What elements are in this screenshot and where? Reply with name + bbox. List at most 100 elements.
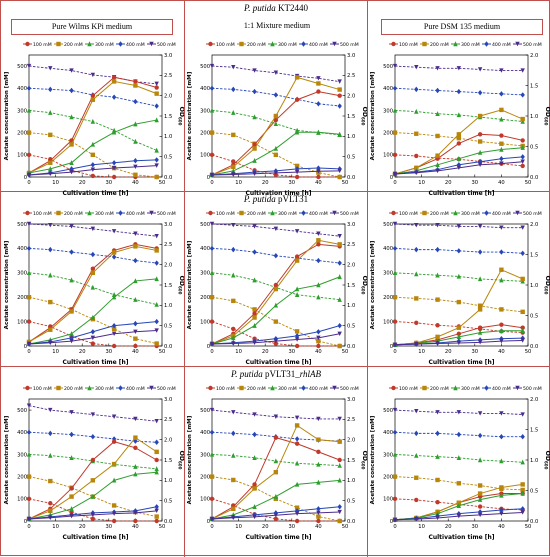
x-tick-label: 0	[393, 180, 396, 186]
od-point	[133, 158, 137, 163]
y-tick-label: 500	[17, 222, 27, 228]
acetate-point	[27, 295, 31, 299]
acetate-point	[414, 321, 418, 325]
acetate-point	[337, 417, 341, 421]
acetate-point	[414, 109, 418, 114]
acetate-point	[414, 476, 418, 480]
y2-tick-label: 1.0	[164, 303, 172, 309]
legend-label: 300 mM	[95, 386, 114, 392]
od-point	[69, 142, 73, 146]
acetate-point	[91, 341, 95, 345]
acetate-point	[231, 299, 235, 303]
x-tick-label: 30	[288, 180, 295, 186]
y2-tick-label: 2.0	[530, 222, 538, 228]
y-tick-label: 400	[17, 430, 27, 436]
acetate-series-4	[27, 430, 159, 445]
x-axis-label: Cultivation time [h]	[62, 534, 128, 541]
y2-tick-label: 2.5	[164, 242, 172, 248]
od-point	[112, 462, 116, 466]
acetate-point	[91, 434, 95, 439]
acetate-point	[295, 436, 299, 441]
acetate-point	[478, 411, 482, 415]
legend-marker	[118, 385, 122, 390]
od-point	[154, 91, 158, 95]
y-tick-label: 100	[17, 497, 27, 503]
od-point	[295, 423, 299, 427]
acetate-point	[274, 153, 278, 157]
od-point	[112, 160, 116, 165]
acetate-point	[295, 344, 299, 348]
acetate-series-4	[27, 246, 159, 266]
acetate-series-2	[393, 474, 525, 492]
acetate-point	[231, 478, 235, 482]
acetate-point	[231, 133, 235, 137]
od-point	[133, 244, 137, 248]
od-point	[520, 154, 524, 159]
y-tick-label: 100	[200, 319, 210, 325]
acetate-point	[27, 246, 31, 251]
od-point	[274, 287, 278, 291]
y-tick-label: 100	[200, 497, 210, 503]
acetate-point	[210, 497, 214, 501]
y2-tick-label: 1.5	[347, 283, 355, 289]
x-axis-label: Cultivation time [h]	[245, 190, 311, 197]
acetate-point	[210, 430, 214, 435]
od-point	[274, 146, 278, 151]
acetate-point	[27, 130, 31, 134]
legend-marker	[56, 42, 60, 46]
y2-tick-label: 0.0	[530, 519, 538, 525]
x-tick-label: 30	[471, 349, 478, 355]
y-axis-label: Acetate concentration [mM]	[187, 240, 193, 329]
od-point	[274, 494, 278, 499]
acetate-series-5	[393, 408, 525, 417]
od-point	[316, 242, 320, 246]
y-tick-label: 500	[17, 64, 27, 70]
legend-label: 100 mM	[33, 42, 52, 48]
legend-marker	[239, 42, 243, 46]
legend-label: 400 mM	[309, 42, 328, 48]
acetate-point	[91, 517, 95, 521]
y-tick-label: 200	[383, 474, 393, 480]
acetate-point	[69, 432, 73, 437]
od-point	[154, 319, 158, 324]
od-point	[91, 267, 95, 271]
od-point	[499, 108, 503, 112]
y-tick-label: 200	[200, 130, 210, 136]
y2-tick-label: 1.5	[347, 114, 355, 120]
acetate-point	[414, 247, 418, 252]
y2-tick-label: 2.5	[347, 242, 355, 248]
y2-tick-label: 1.5	[347, 458, 355, 464]
x-tick-label: 10	[52, 180, 59, 186]
acetate-point	[154, 260, 158, 265]
y2-tick-label: 0.5	[164, 323, 172, 329]
acetate-point	[478, 67, 482, 71]
y2-tick-label: 2.5	[164, 417, 172, 423]
od-series-2	[27, 435, 159, 521]
acetate-point	[210, 474, 214, 478]
legend-marker	[422, 386, 426, 390]
od-point	[231, 507, 235, 511]
acetate-point	[435, 478, 439, 482]
legend-label: 500 mM	[157, 42, 176, 48]
y-axis-label: Acetate concentration [mM]	[187, 415, 193, 504]
legend-marker	[301, 385, 305, 390]
x-tick-label: 40	[315, 180, 322, 186]
acetate-point	[112, 519, 116, 523]
x-tick-label: 20	[262, 349, 269, 355]
x-tick-label: 20	[79, 349, 86, 355]
acetate-point	[435, 297, 439, 301]
acetate-point	[457, 136, 461, 140]
x-tick-label: 20	[262, 524, 269, 530]
y-axis-label: Acetate concentration [mM]	[4, 71, 10, 160]
acetate-point	[316, 175, 320, 179]
od-point	[457, 141, 461, 145]
acetate-point	[27, 319, 31, 323]
acetate-point	[231, 431, 235, 436]
y2-tick-label: 0.5	[164, 498, 172, 504]
y2-tick-label: 2.5	[347, 417, 355, 423]
acetate-point	[27, 474, 31, 478]
y2-tick-label: 2.0	[164, 262, 172, 268]
legend-label: 500 mM	[340, 42, 359, 48]
acetate-point	[112, 229, 116, 233]
